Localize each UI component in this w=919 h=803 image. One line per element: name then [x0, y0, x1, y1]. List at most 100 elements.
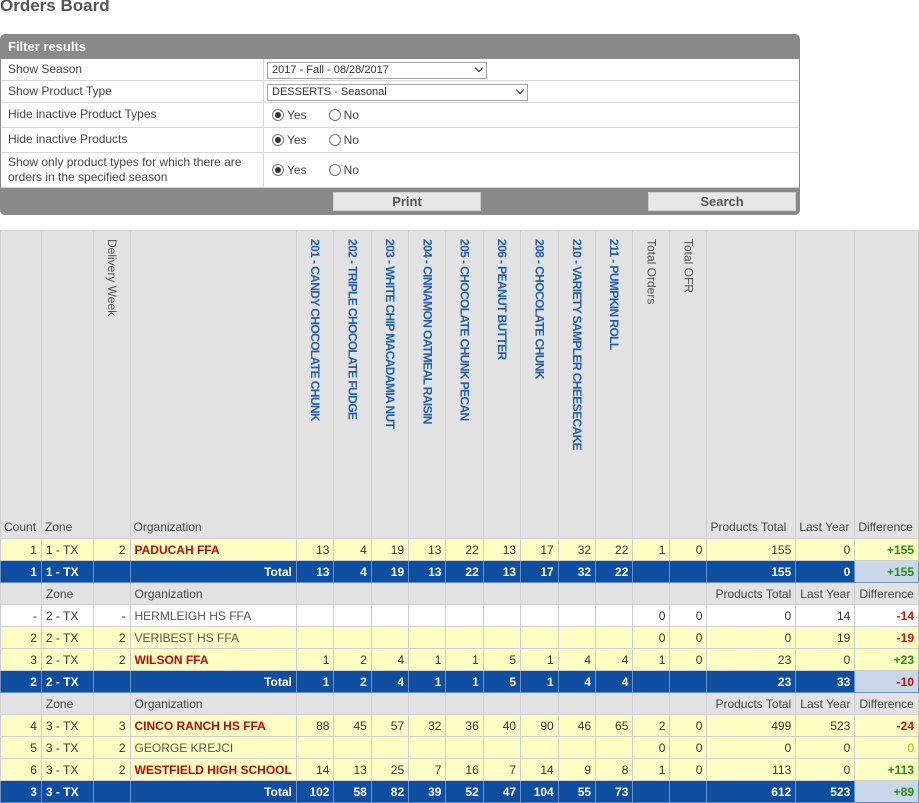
zone-cell: 2 - TX: [40, 648, 95, 671]
last-year-cell: 0: [795, 560, 856, 583]
empty-cell: [632, 560, 671, 583]
product-qty-cell: [333, 604, 372, 627]
difference-cell: -14: [854, 604, 919, 627]
zone-subheader-row: Zone Organization Products Total Last Year D…: [0, 692, 919, 715]
products-total-cell: 0: [706, 626, 797, 649]
empty-cell: [520, 692, 559, 715]
difference-header: Difference: [854, 582, 919, 605]
zone-cell: 2 - TX: [40, 670, 95, 693]
product-qty-cell: [520, 604, 559, 627]
delivery-week-cell: 2: [93, 736, 131, 759]
difference-cell: +155: [854, 560, 919, 583]
product-qty-cell: [445, 626, 484, 649]
difference-cell: -19: [854, 626, 919, 649]
product-qty-cell: 88: [295, 714, 335, 737]
empty-cell: [520, 582, 559, 605]
difference-cell: +155: [854, 538, 919, 561]
product-total-cell: 82: [370, 780, 410, 803]
only-with-orders-no-radio[interactable]: No: [328, 163, 359, 177]
products-total-cell: 23: [706, 670, 797, 693]
product-qty-cell: 17: [520, 538, 559, 561]
radio-checked-icon: [272, 109, 284, 121]
empty-cell: [370, 582, 410, 605]
filter-label: Show Product Type: [1, 81, 264, 102]
organization-cell: CINCO RANCH HS FFA: [129, 714, 297, 737]
season-select[interactable]: 2017 - Fall - 08/28/2017: [267, 62, 487, 79]
filter-label: Hide inactive Products: [1, 128, 264, 152]
product-total-cell: 52: [445, 780, 484, 803]
empty-cell: [295, 692, 335, 715]
product-qty-cell: 16: [445, 758, 484, 781]
difference-cell: +113: [854, 758, 919, 781]
product-3-header: 204 - CINNAMON OATMEAL RAISIN: [420, 239, 435, 424]
product-qty-cell: 40: [482, 714, 522, 737]
zone-cell: 3 - TX: [40, 714, 95, 737]
product-type-select[interactable]: DESSERTS - Seasonal: [267, 84, 528, 101]
total-orders-cell: 0: [632, 736, 671, 759]
hide-inactive-products-no-radio[interactable]: No: [328, 133, 359, 147]
empty-cell: [632, 582, 671, 605]
product-qty-cell: 7: [482, 758, 522, 781]
last-year-cell: 523: [795, 714, 856, 737]
organization-header: Organization: [129, 230, 297, 539]
radio-label: No: [343, 163, 359, 177]
product-total-cell: 2: [333, 670, 372, 693]
chevron-down-icon: [515, 85, 525, 95]
product-6-header: 208 - CHOCOLATE CHUNK: [532, 239, 547, 379]
empty-cell: [632, 692, 671, 715]
radio-label: No: [343, 133, 359, 147]
filter-label: Show Season: [1, 59, 264, 80]
orders-grid: Count Zone Delivery Week Organization 201 - …: [0, 230, 919, 803]
products-total-cell: 155: [706, 538, 797, 561]
zone-cell: 1 - TX: [40, 538, 95, 561]
difference-cell: -10: [854, 670, 919, 693]
print-button[interactable]: Print: [333, 192, 481, 211]
hide-inactive-products-yes-radio[interactable]: Yes: [272, 133, 307, 147]
radio-unchecked-icon: [328, 164, 341, 176]
product-total-cell: 13: [408, 560, 447, 583]
product-qty-cell: 1: [295, 648, 335, 671]
product-qty-cell: 4: [370, 648, 410, 671]
product-qty-cell: [595, 626, 634, 649]
zone-cell: 2 - TX: [40, 604, 95, 627]
last-year-cell: 0: [795, 736, 856, 759]
empty-cell: [482, 692, 522, 715]
organization-cell: PADUCAH FFA: [129, 538, 297, 561]
empty-cell: [333, 692, 372, 715]
product-7-header: 210 - VARIETY SAMPLER CHEESECAKE: [569, 239, 584, 451]
products-total-cell: 113: [706, 758, 797, 781]
product-qty-cell: 14: [295, 758, 335, 781]
product-qty-cell: 2: [333, 648, 372, 671]
search-button[interactable]: Search: [648, 192, 796, 211]
filter-row-season: Show Season 2017 - Fall - 08/28/2017: [1, 59, 799, 81]
hide-inactive-types-yes-radio[interactable]: Yes: [272, 108, 307, 122]
hide-inactive-types-no-radio[interactable]: No: [328, 108, 359, 122]
product-total-cell: 73: [595, 780, 634, 803]
organization-header: Organization: [129, 692, 297, 715]
product-qty-cell: [333, 626, 372, 649]
empty-cell: [669, 582, 708, 605]
radio-label: No: [343, 108, 359, 122]
empty-cell: [482, 582, 522, 605]
total-orders-cell: 1: [632, 648, 671, 671]
product-qty-cell: [557, 626, 597, 649]
empty-cell: [669, 780, 708, 803]
product-4-header-cell: 205 - CHOCOLATE CHUNK PECAN: [445, 230, 484, 539]
filter-row-product-type: Show Product Type DESSERTS - Seasonal: [1, 81, 799, 103]
total-label: Total: [129, 780, 297, 803]
product-qty-cell: 46: [557, 714, 597, 737]
zone-cell: 3 - TX: [40, 736, 95, 759]
product-qty-cell: [557, 604, 597, 627]
product-total-cell: 22: [445, 560, 484, 583]
count-cell: 3: [0, 648, 42, 671]
empty-cell: [0, 582, 42, 605]
only-with-orders-yes-radio[interactable]: Yes: [272, 163, 307, 177]
product-type-select-value: DESSERTS - Seasonal: [272, 86, 387, 98]
product-qty-cell: 9: [557, 758, 597, 781]
product-qty-cell: 5: [482, 648, 522, 671]
organization-cell: WILSON FFA: [129, 648, 297, 671]
